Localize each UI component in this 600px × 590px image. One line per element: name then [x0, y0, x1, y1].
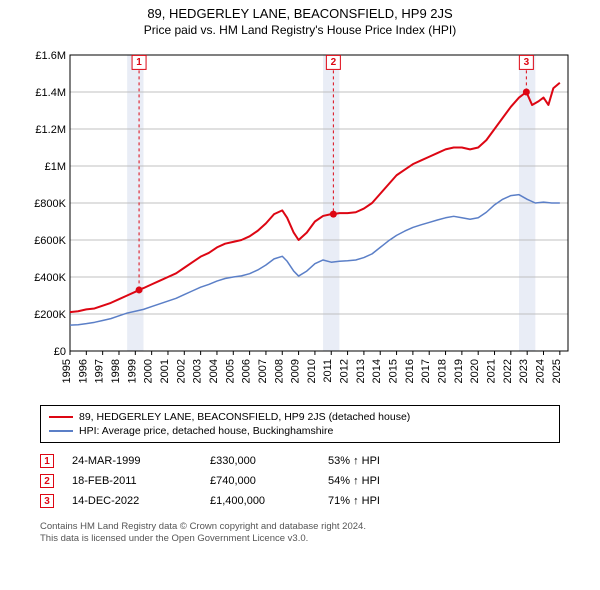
svg-text:1998: 1998: [110, 359, 122, 383]
chart-container: 89, HEDGERLEY LANE, BEACONSFIELD, HP9 2J…: [0, 0, 600, 590]
svg-text:2012: 2012: [339, 359, 351, 383]
svg-text:2016: 2016: [404, 359, 416, 383]
sale-marker: 2: [40, 474, 54, 488]
legend-label: 89, HEDGERLEY LANE, BEACONSFIELD, HP9 2J…: [79, 411, 410, 423]
svg-text:2019: 2019: [453, 359, 465, 383]
svg-text:3: 3: [524, 57, 530, 68]
svg-text:2000: 2000: [143, 359, 155, 383]
svg-text:1: 1: [136, 57, 142, 68]
chart-title: 89, HEDGERLEY LANE, BEACONSFIELD, HP9 2J…: [147, 6, 452, 21]
svg-text:2007: 2007: [257, 359, 269, 383]
svg-text:2023: 2023: [518, 359, 530, 383]
svg-text:2005: 2005: [224, 359, 236, 383]
svg-text:£600K: £600K: [34, 235, 66, 247]
svg-text:2: 2: [331, 57, 337, 68]
sale-price: £1,400,000: [210, 495, 310, 507]
sale-row: 1 24-MAR-1999 £330,000 53% ↑ HPI: [40, 451, 560, 471]
legend-row: HPI: Average price, detached house, Buck…: [49, 424, 551, 438]
footer-line-1: Contains HM Land Registry data © Crown c…: [40, 521, 560, 533]
legend-label: HPI: Average price, detached house, Buck…: [79, 425, 333, 437]
svg-text:2022: 2022: [502, 359, 514, 383]
sale-row: 3 14-DEC-2022 £1,400,000 71% ↑ HPI: [40, 491, 560, 511]
svg-text:2020: 2020: [469, 359, 481, 383]
footer-line-2: This data is licensed under the Open Gov…: [40, 533, 560, 545]
sale-date: 24-MAR-1999: [72, 455, 192, 467]
svg-text:£400K: £400K: [34, 272, 66, 284]
svg-text:£200K: £200K: [34, 309, 66, 321]
sale-marker: 1: [40, 454, 54, 468]
svg-text:£1.2M: £1.2M: [35, 124, 66, 136]
sale-diff: 71% ↑ HPI: [328, 495, 448, 507]
svg-text:£800K: £800K: [34, 198, 66, 210]
sale-marker: 3: [40, 494, 54, 508]
svg-text:£1.6M: £1.6M: [35, 50, 66, 62]
sale-diff: 54% ↑ HPI: [328, 475, 448, 487]
svg-text:2024: 2024: [535, 359, 547, 383]
svg-text:2021: 2021: [486, 359, 498, 383]
svg-text:1999: 1999: [126, 359, 138, 383]
svg-text:2018: 2018: [437, 359, 449, 383]
svg-text:2002: 2002: [175, 359, 187, 383]
svg-text:2014: 2014: [371, 359, 383, 383]
svg-text:1997: 1997: [94, 359, 106, 383]
chart-subtitle: Price paid vs. HM Land Registry's House …: [144, 23, 456, 37]
sale-row: 2 18-FEB-2011 £740,000 54% ↑ HPI: [40, 471, 560, 491]
svg-text:2008: 2008: [273, 359, 285, 383]
svg-text:2006: 2006: [241, 359, 253, 383]
legend-swatch: [49, 416, 73, 418]
svg-text:2004: 2004: [208, 359, 220, 383]
svg-text:2009: 2009: [290, 359, 302, 383]
svg-text:2010: 2010: [306, 359, 318, 383]
sale-price: £740,000: [210, 475, 310, 487]
legend-row: 89, HEDGERLEY LANE, BEACONSFIELD, HP9 2J…: [49, 410, 551, 424]
svg-text:1995: 1995: [61, 359, 73, 383]
sale-diff: 53% ↑ HPI: [328, 455, 448, 467]
line-chart: £0 £200K £400K £600K £800K £1M £1.2M £1.4M £1.6M…: [20, 41, 580, 401]
sales-table: 1 24-MAR-1999 £330,000 53% ↑ HPI 2 18-FEB-201…: [40, 451, 560, 511]
chart-plot-area: £0 £200K £400K £600K £800K £1M £1.2M £1.4M £1.6M…: [20, 41, 580, 401]
svg-text:2025: 2025: [551, 359, 563, 383]
svg-text:2015: 2015: [388, 359, 400, 383]
svg-text:£1.4M: £1.4M: [35, 87, 66, 99]
sale-price: £330,000: [210, 455, 310, 467]
svg-text:2001: 2001: [159, 359, 171, 383]
svg-text:2017: 2017: [420, 359, 432, 383]
svg-text:2011: 2011: [322, 359, 334, 383]
chart-legend: 89, HEDGERLEY LANE, BEACONSFIELD, HP9 2J…: [40, 405, 560, 443]
svg-text:£0: £0: [54, 346, 66, 358]
legend-swatch: [49, 430, 73, 432]
sale-date: 18-FEB-2011: [72, 475, 192, 487]
svg-text:2003: 2003: [192, 359, 204, 383]
svg-text:2013: 2013: [355, 359, 367, 383]
chart-footer: Contains HM Land Registry data © Crown c…: [40, 521, 560, 546]
svg-text:£1M: £1M: [45, 161, 66, 173]
sale-date: 14-DEC-2022: [72, 495, 192, 507]
svg-text:1996: 1996: [77, 359, 89, 383]
